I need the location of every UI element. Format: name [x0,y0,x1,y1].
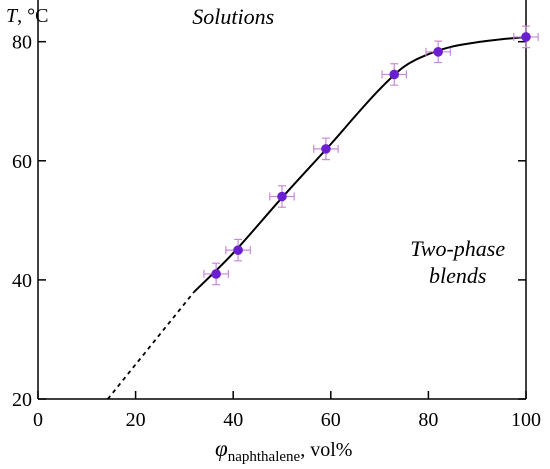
data-point [277,191,287,202]
data-point [233,245,243,255]
x-tick-label: 60 [321,409,341,431]
data-points [211,32,531,279]
data-point [521,32,531,42]
y-axis-title: T, °C [6,5,48,27]
y-tick-label: 60 [12,151,32,173]
data-point [211,269,221,279]
fit-curve [193,35,527,293]
x-tick-label: 40 [223,409,243,431]
x-tick-label: 20 [126,409,146,431]
labels: T, °C φnaphthalene, vol% Solutions Two-phas… [6,4,505,465]
x-tick-label: 0 [33,409,43,431]
data-point [321,144,331,154]
region-label: Solutions [192,4,274,29]
x-tick-label: 80 [418,409,438,431]
extrapolation-line [107,291,195,400]
y-tick-label: 40 [12,270,32,292]
region-label: Two-phase [410,236,505,261]
data-point [433,47,443,57]
curves [107,35,527,400]
x-tick-label: 100 [511,409,541,431]
y-tick-label: 20 [12,389,32,411]
data-point [389,69,400,80]
region-label: blends [429,263,486,288]
x-axis-title: φnaphthalene, vol% [215,436,352,465]
y-tick-label: 80 [12,32,32,54]
